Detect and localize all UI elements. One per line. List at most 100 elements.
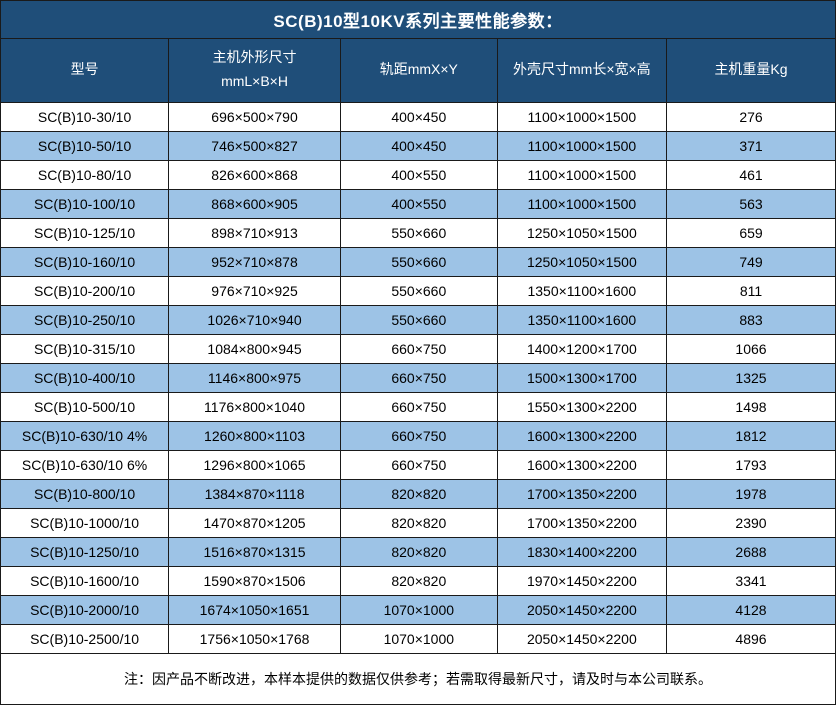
table-row: SC(B)10-315/10 1084×800×945 660×750 1400×12…: [1, 333, 835, 364]
cell-shell-dimensions: 1100×1000×1500: [496, 188, 668, 219]
cell-host-dimensions: 1260×800×1103: [168, 420, 341, 451]
cell-shell-dimensions: 1600×1300×2200: [496, 420, 668, 451]
cell-weight: 371: [666, 130, 835, 161]
cell-rail-gauge: 660×750: [339, 333, 498, 364]
cell-rail-gauge: 660×750: [339, 362, 498, 393]
table-row: SC(B)10-80/10 826×600×868 400×550 1100×1000…: [1, 159, 835, 190]
col-header-rail-gauge: 轨距mmX×Y: [339, 39, 498, 103]
cell-model: SC(B)10-1000/10: [1, 507, 170, 538]
cell-model: SC(B)10-100/10: [1, 188, 170, 219]
col-header-host-dimensions-sublabel: mmL×B×H: [221, 73, 288, 90]
cell-weight: 4896: [666, 623, 835, 654]
spec-table: 型号 主机外形尺寸 mmL×B×H 轨距mmX×Y 外壳尺寸mm长×宽×高 主机…: [1, 39, 835, 654]
table-row: SC(B)10-500/10 1176×800×1040 660×750 1550×1…: [1, 391, 835, 422]
cell-rail-gauge: 550×660: [339, 217, 498, 248]
cell-weight: 461: [666, 159, 835, 190]
cell-host-dimensions: 826×600×868: [168, 159, 341, 190]
header-row: 型号 主机外形尺寸 mmL×B×H 轨距mmX×Y 外壳尺寸mm长×宽×高 主机…: [1, 39, 835, 103]
cell-host-dimensions: 1470×870×1205: [168, 507, 341, 538]
cell-shell-dimensions: 1350×1100×1600: [496, 275, 668, 306]
cell-rail-gauge: 1070×1000: [339, 623, 498, 654]
cell-rail-gauge: 820×820: [339, 507, 498, 538]
cell-weight: 1325: [666, 362, 835, 393]
cell-model: SC(B)10-2000/10: [1, 594, 170, 625]
cell-host-dimensions: 696×500×790: [168, 101, 341, 132]
table-row: SC(B)10-630/10 6% 1296×800×1065 660×750 160…: [1, 449, 835, 480]
cell-host-dimensions: 1590×870×1506: [168, 565, 341, 596]
cell-host-dimensions: 1516×870×1315: [168, 536, 341, 567]
col-header-shell-dimensions: 外壳尺寸mm长×宽×高: [496, 39, 668, 103]
cell-rail-gauge: 400×550: [339, 159, 498, 190]
cell-host-dimensions: 1146×800×975: [168, 362, 341, 393]
cell-model: SC(B)10-800/10: [1, 478, 170, 509]
table-row: SC(B)10-1000/10 1470×870×1205 820×820 1700×…: [1, 507, 835, 538]
cell-model: SC(B)10-400/10: [1, 362, 170, 393]
cell-rail-gauge: 550×660: [339, 304, 498, 335]
cell-rail-gauge: 400×550: [339, 188, 498, 219]
table-row: SC(B)10-250/10 1026×710×940 550×660 1350×11…: [1, 304, 835, 335]
cell-model: SC(B)10-200/10: [1, 275, 170, 306]
cell-host-dimensions: 746×500×827: [168, 130, 341, 161]
cell-model: SC(B)10-250/10: [1, 304, 170, 335]
cell-shell-dimensions: 1100×1000×1500: [496, 159, 668, 190]
cell-host-dimensions: 1674×1050×1651: [168, 594, 341, 625]
cell-model: SC(B)10-125/10: [1, 217, 170, 248]
cell-shell-dimensions: 1970×1450×2200: [496, 565, 668, 596]
table-row: SC(B)10-30/10 696×500×790 400×450 1100×1000…: [1, 101, 835, 132]
table-row: SC(B)10-400/10 1146×800×975 660×750 1500×13…: [1, 362, 835, 393]
table-row: SC(B)10-800/10 1384×870×1118 820×820 1700×1…: [1, 478, 835, 509]
cell-host-dimensions: 1176×800×1040: [168, 391, 341, 422]
cell-weight: 2390: [666, 507, 835, 538]
cell-rail-gauge: 1070×1000: [339, 594, 498, 625]
cell-weight: 1812: [666, 420, 835, 451]
cell-shell-dimensions: 1600×1300×2200: [496, 449, 668, 480]
cell-shell-dimensions: 1250×1050×1500: [496, 217, 668, 248]
cell-shell-dimensions: 1100×1000×1500: [496, 130, 668, 161]
page-title: SC(B)10型10KV系列主要性能参数：: [1, 1, 835, 39]
cell-rail-gauge: 660×750: [339, 420, 498, 451]
col-header-model-label: 型号: [70, 61, 99, 78]
cell-host-dimensions: 976×710×925: [168, 275, 341, 306]
cell-weight: 1978: [666, 478, 835, 509]
table-row: SC(B)10-50/10 746×500×827 400×450 1100×1000…: [1, 130, 835, 161]
table-row: SC(B)10-1600/10 1590×870×1506 820×820 1970×…: [1, 565, 835, 596]
cell-shell-dimensions: 2050×1450×2200: [496, 594, 668, 625]
cell-model: SC(B)10-630/10 6%: [1, 449, 170, 480]
cell-shell-dimensions: 1700×1350×2200: [496, 478, 668, 509]
cell-weight: 749: [666, 246, 835, 277]
cell-rail-gauge: 550×660: [339, 275, 498, 306]
col-header-weight-label: 主机重量Kg: [714, 61, 788, 78]
table-row: SC(B)10-1250/10 1516×870×1315 820×820 1830×…: [1, 536, 835, 567]
table-body: SC(B)10-30/10 696×500×790 400×450 1100×1000…: [1, 101, 835, 654]
cell-shell-dimensions: 1400×1200×1700: [496, 333, 668, 364]
table-row: SC(B)10-160/10 952×710×878 550×660 1250×105…: [1, 246, 835, 277]
cell-model: SC(B)10-1250/10: [1, 536, 170, 567]
col-header-rail-gauge-label: 轨距mmX×Y: [379, 61, 458, 78]
table-row: SC(B)10-2500/10 1756×1050×1768 1070×1000 20…: [1, 623, 835, 654]
col-header-weight: 主机重量Kg: [666, 39, 835, 103]
cell-host-dimensions: 952×710×878: [168, 246, 341, 277]
cell-shell-dimensions: 1100×1000×1500: [496, 101, 668, 132]
col-header-host-dimensions-label: 主机外形尺寸: [212, 49, 297, 66]
cell-weight: 659: [666, 217, 835, 248]
cell-host-dimensions: 1296×800×1065: [168, 449, 341, 480]
cell-model: SC(B)10-160/10: [1, 246, 170, 277]
cell-rail-gauge: 820×820: [339, 478, 498, 509]
cell-model: SC(B)10-630/10 4%: [1, 420, 170, 451]
cell-shell-dimensions: 1250×1050×1500: [496, 246, 668, 277]
cell-rail-gauge: 660×750: [339, 391, 498, 422]
cell-model: SC(B)10-2500/10: [1, 623, 170, 654]
table-row: SC(B)10-100/10 868×600×905 400×550 1100×100…: [1, 188, 835, 219]
cell-shell-dimensions: 1500×1300×1700: [496, 362, 668, 393]
cell-weight: 563: [666, 188, 835, 219]
cell-rail-gauge: 550×660: [339, 246, 498, 277]
cell-rail-gauge: 820×820: [339, 536, 498, 567]
cell-weight: 3341: [666, 565, 835, 596]
cell-model: SC(B)10-500/10: [1, 391, 170, 422]
cell-model: SC(B)10-30/10: [1, 101, 170, 132]
footnote: 注：因产品不断改进，本样本提供的数据仅供参考；若需取得最新尺寸，请及时与本公司联…: [1, 653, 835, 704]
cell-weight: 4128: [666, 594, 835, 625]
cell-model: SC(B)10-315/10: [1, 333, 170, 364]
col-header-host-dimensions: 主机外形尺寸 mmL×B×H: [168, 39, 341, 103]
